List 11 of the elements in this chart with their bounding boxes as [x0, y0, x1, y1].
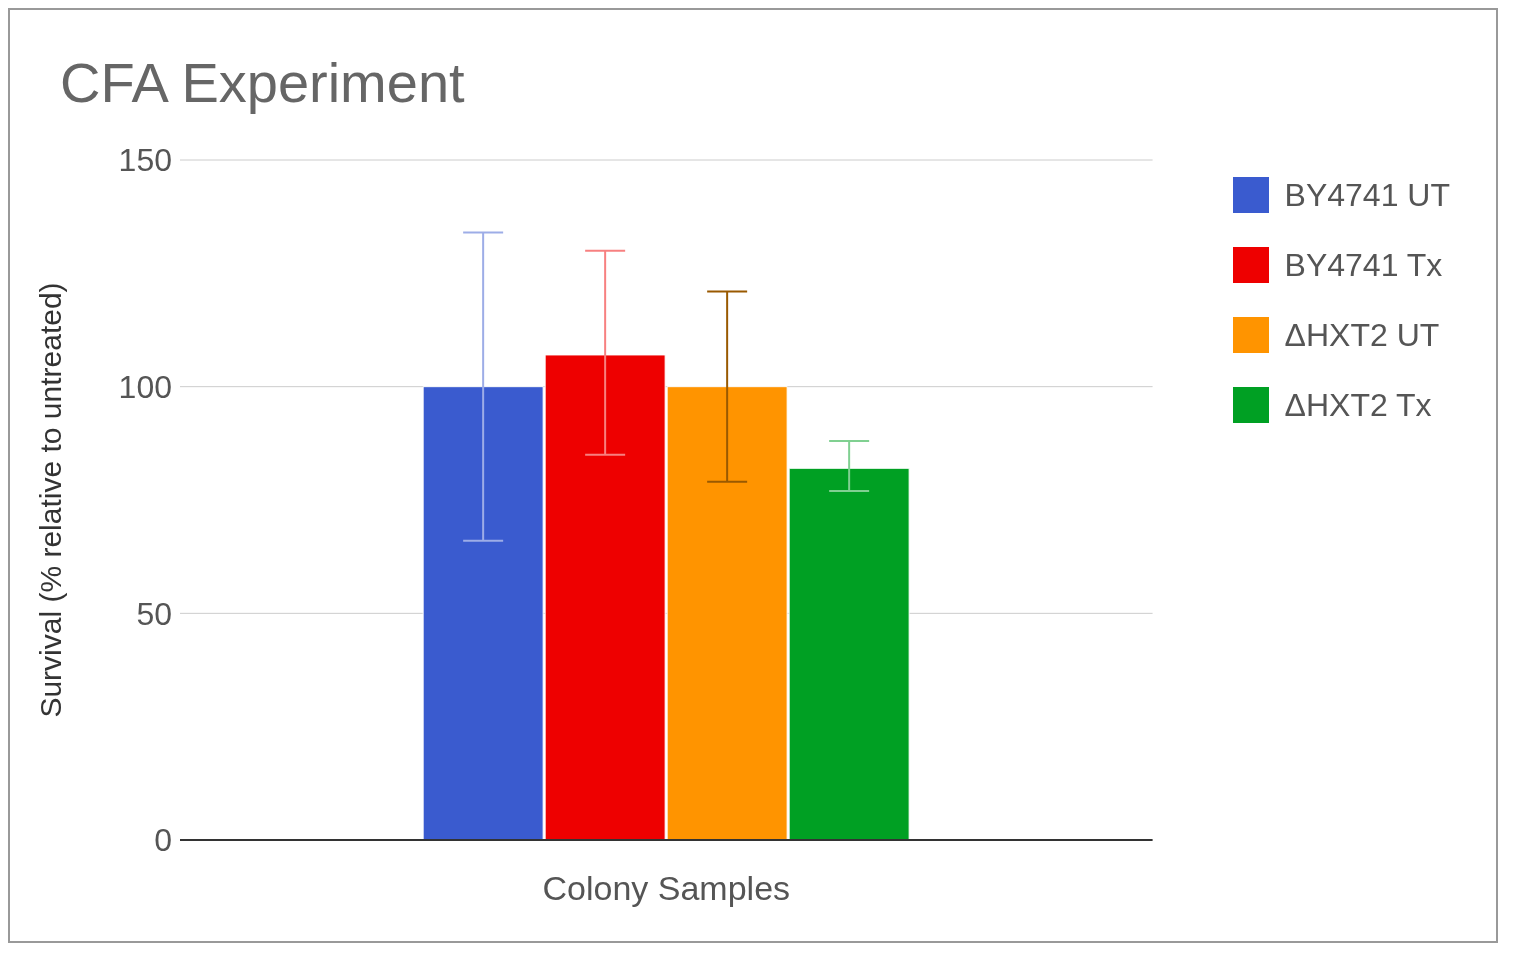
legend-label: ΔHXT2 Tx — [1284, 386, 1432, 425]
legend-label: ΔHXT2 UT — [1284, 316, 1440, 355]
legend-label: BY4741 Tx — [1284, 246, 1443, 285]
y-tick-label: 0 — [154, 822, 172, 859]
y-tick-label: 50 — [136, 595, 172, 632]
chart-title: CFA Experiment — [59, 50, 466, 116]
legend-label: BY4741 UT — [1284, 176, 1450, 215]
y-tick-label: 150 — [118, 142, 172, 179]
y-tick-label: 100 — [118, 369, 172, 406]
x-axis-title: Colony Samples — [542, 869, 791, 907]
y-axis-title: Survival (% relative to untreated) — [33, 282, 67, 718]
